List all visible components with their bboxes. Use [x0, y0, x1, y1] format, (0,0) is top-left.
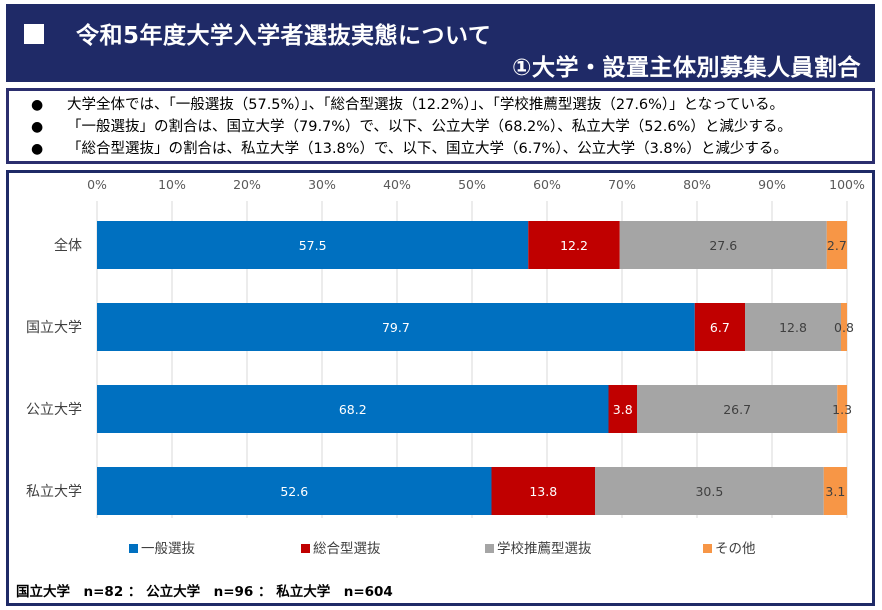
- data-label: 26.7: [723, 402, 751, 417]
- bar-segment: [823, 467, 847, 515]
- bar-segment: [491, 467, 595, 515]
- bar-segment: [608, 385, 637, 433]
- x-tick-label: 90%: [758, 177, 786, 192]
- summary-text: 大学全体では、「一般選抜（57.5%）」、「総合型選抜（12.2%）」、「学校推…: [67, 97, 785, 113]
- x-tick-label: 0%: [87, 177, 107, 192]
- bar-segment: [694, 303, 745, 351]
- bar-segment: [528, 221, 620, 269]
- x-tick-label: 30%: [308, 177, 336, 192]
- legend-swatch: [485, 544, 494, 553]
- legend-label: 学校推薦型選抜: [497, 540, 592, 557]
- summary-text: 「総合型選抜」の割合は、私立大学（13.8%）で、以下、国立大学（6.7%）、公…: [67, 141, 788, 157]
- x-tick-label: 50%: [458, 177, 486, 192]
- category-label: 私立大学: [26, 484, 82, 500]
- legend-label: 総合型選抜: [313, 541, 381, 557]
- sample-size-note: 国立大学 n=82 ： 公立大学 n=96 ： 私立大学 n=604: [16, 584, 393, 600]
- x-tick-label: 80%: [683, 177, 711, 192]
- bar-segment: [97, 467, 492, 515]
- bar-segment: [837, 385, 847, 433]
- bar-segment: [637, 385, 838, 433]
- x-tick-label: 40%: [383, 177, 411, 192]
- page-header: 令和5年度大学入学者選抜実態について ①大学・設置主体別募集人員割合: [6, 4, 875, 82]
- summary-list: ● 大学全体では、「一般選抜（57.5%）」、「総合型選抜（12.2%）」、「学校…: [9, 91, 872, 160]
- bullet-icon: ●: [31, 119, 44, 135]
- data-label: 12.2: [560, 238, 588, 253]
- summary-text: 「一般選抜」の割合は、国立大学（79.7%）で、以下、公立大学（68.2%）、私…: [67, 119, 792, 135]
- data-label: 0.8: [834, 320, 854, 335]
- category-label: 国立大学: [26, 320, 82, 336]
- chart-panel: 0% 10% 20% 30% 40% 50% 60% 70% 80% 90% 100% 全体国立大学公…: [6, 170, 875, 606]
- data-label: 68.2: [339, 402, 367, 417]
- data-label: 30.5: [695, 484, 723, 499]
- page-subtitle: ①大学・設置主体別募集人員割合: [512, 55, 861, 81]
- bar-segment: [619, 221, 827, 269]
- data-label: 6.7: [710, 320, 730, 335]
- data-label: 3.8: [613, 402, 633, 417]
- page-title: 令和5年度大学入学者選抜実態について: [76, 23, 492, 49]
- bar-segment: [841, 303, 847, 351]
- bar-segment: [97, 303, 695, 351]
- stacked-bar-chart: 0% 10% 20% 30% 40% 50% 60% 70% 80% 90% 100% 全体国立大学公…: [26, 177, 865, 557]
- legend-label: 一般選抜: [141, 541, 195, 557]
- bullet-icon: ●: [31, 141, 44, 157]
- summary-item: ● 「総合型選抜」の割合は、私立大学（13.8%）で、以下、国立大学（6.7%）、…: [9, 138, 872, 160]
- summary-item: ● 「一般選抜」の割合は、国立大学（79.7%）で、以下、公立大学（68.2%）、…: [9, 116, 872, 138]
- bar-segment: [97, 385, 609, 433]
- data-label: 3.1: [825, 484, 845, 499]
- legend-swatch: [129, 544, 138, 553]
- data-label: 52.6: [280, 484, 308, 499]
- x-tick-label: 10%: [158, 177, 186, 192]
- square-bullet-icon: [24, 24, 44, 44]
- category-label: 全体: [54, 237, 82, 254]
- data-label: 79.7: [382, 320, 410, 335]
- legend-swatch: [301, 544, 310, 553]
- x-tick-label: 60%: [533, 177, 561, 192]
- bar-segment: [745, 303, 841, 351]
- legend-swatch: [703, 544, 712, 553]
- x-tick-label: 100%: [829, 177, 865, 192]
- bar-segment: [595, 467, 824, 515]
- x-tick-label: 20%: [233, 177, 261, 192]
- legend-label: その他: [715, 541, 756, 557]
- bar-segment: [826, 221, 847, 269]
- bar-segment: [97, 221, 529, 269]
- summary-box: ● 大学全体では、「一般選抜（57.5%）」、「総合型選抜（12.2%）」、「学校…: [6, 88, 875, 164]
- data-label: 12.8: [779, 320, 807, 335]
- data-label: 27.6: [709, 238, 737, 253]
- category-label: 公立大学: [26, 402, 82, 418]
- data-label: 13.8: [529, 484, 557, 499]
- data-label: 2.7: [827, 238, 847, 253]
- data-label: 1.3: [832, 402, 852, 417]
- x-tick-label: 70%: [608, 177, 636, 192]
- bullet-icon: ●: [31, 97, 44, 113]
- summary-item: ● 大学全体では、「一般選抜（57.5%）」、「総合型選抜（12.2%）」、「学校…: [9, 94, 872, 116]
- data-label: 57.5: [299, 238, 327, 253]
